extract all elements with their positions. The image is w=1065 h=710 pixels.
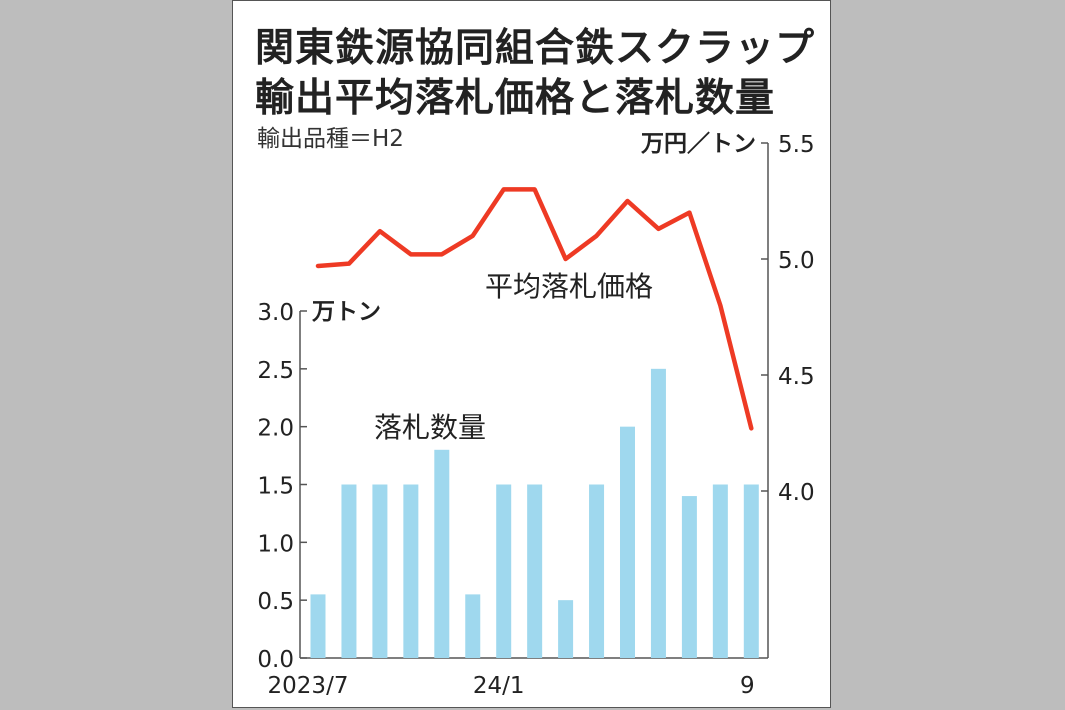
bar-series-label: 落札数量 <box>374 411 486 444</box>
left-tick-label: 1.5 <box>257 474 294 500</box>
bar <box>620 426 635 658</box>
x-tick-label: 2023/7 <box>268 673 349 699</box>
bar <box>743 484 759 658</box>
x-tick-label: 9 <box>740 673 755 699</box>
bar <box>650 368 666 658</box>
left-tick-label: 2.5 <box>257 358 294 384</box>
left-tick-label: 3.0 <box>257 300 294 326</box>
bar <box>712 484 728 658</box>
left-axis-unit-label: 万トン <box>312 299 381 325</box>
bar <box>465 594 481 658</box>
left-tick-label: 1.0 <box>257 531 294 557</box>
bar <box>341 484 357 658</box>
left-tick-label: 0.5 <box>257 589 294 615</box>
bar <box>558 600 574 658</box>
left-tick-label: 0.0 <box>257 647 294 673</box>
bar <box>434 449 450 658</box>
bar <box>527 484 543 658</box>
bar <box>589 484 605 658</box>
price-line <box>315 187 754 431</box>
line-series-label: 平均落札価格 <box>485 270 653 303</box>
right-tick-label: 5.0 <box>778 248 815 274</box>
bar <box>372 484 388 658</box>
x-tick-label: 24/1 <box>473 673 525 699</box>
bar <box>681 496 697 658</box>
chart-title-line2: 輸出平均落札価格と落札数量 <box>255 76 776 121</box>
bar <box>310 594 326 658</box>
chart-title-line1: 関東鉄源協同組合鉄スクラップ <box>255 26 816 71</box>
left-tick-label: 2.0 <box>257 416 294 442</box>
chart-subtitle: 輸出品種＝H2 <box>257 126 404 152</box>
right-axis-unit-label: 万円／トン <box>641 130 756 157</box>
right-tick-label: 5.5 <box>778 132 815 158</box>
right-tick-label: 4.5 <box>778 364 815 390</box>
bar <box>403 484 419 658</box>
right-tick-label: 4.0 <box>778 480 815 506</box>
bar <box>496 484 512 658</box>
